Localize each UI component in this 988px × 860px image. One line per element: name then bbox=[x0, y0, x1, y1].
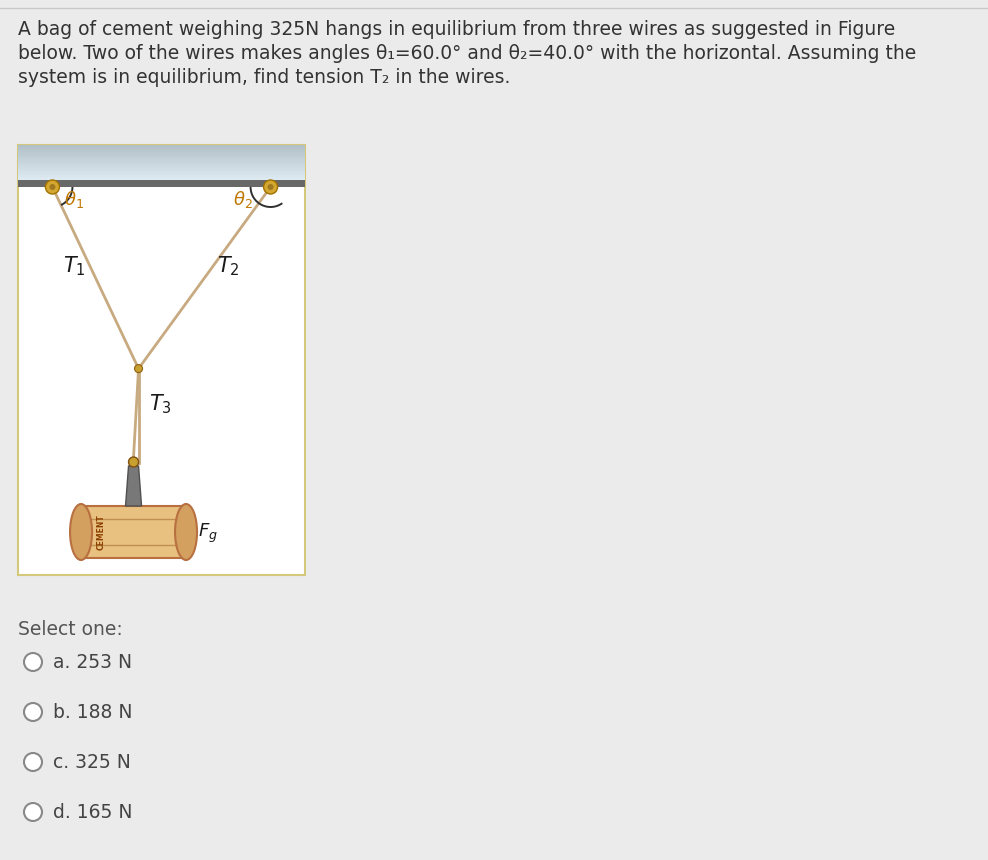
Bar bbox=[18, 161, 305, 163]
Circle shape bbox=[24, 803, 42, 821]
Text: $T_1$: $T_1$ bbox=[63, 255, 86, 279]
Text: d. 165 N: d. 165 N bbox=[53, 802, 132, 821]
Bar bbox=[18, 180, 305, 187]
Circle shape bbox=[128, 457, 138, 467]
Polygon shape bbox=[125, 466, 141, 506]
Bar bbox=[18, 168, 305, 169]
Text: c. 325 N: c. 325 N bbox=[53, 752, 130, 771]
Bar bbox=[18, 178, 305, 180]
Bar bbox=[18, 145, 305, 575]
Text: $\theta_1$: $\theta_1$ bbox=[64, 189, 84, 210]
Bar bbox=[18, 154, 305, 156]
Circle shape bbox=[134, 365, 142, 372]
Text: b. 188 N: b. 188 N bbox=[53, 703, 132, 722]
Bar bbox=[18, 166, 305, 168]
Ellipse shape bbox=[70, 504, 92, 560]
Text: $T_2$: $T_2$ bbox=[216, 255, 239, 279]
Circle shape bbox=[268, 184, 274, 190]
Text: below. Two of the wires makes angles θ₁=60.0° and θ₂=40.0° with the horizontal. : below. Two of the wires makes angles θ₁=… bbox=[18, 44, 916, 63]
Bar bbox=[18, 145, 305, 147]
Bar bbox=[18, 164, 305, 166]
Ellipse shape bbox=[175, 504, 197, 560]
Text: A bag of cement weighing 325N hangs in equilibrium from three wires as suggested: A bag of cement weighing 325N hangs in e… bbox=[18, 20, 895, 39]
Bar bbox=[18, 152, 305, 154]
Bar bbox=[18, 157, 305, 159]
Bar bbox=[81, 506, 186, 558]
Circle shape bbox=[24, 753, 42, 771]
Circle shape bbox=[24, 703, 42, 721]
Text: system is in equilibrium, find tension T₂ in the wires.: system is in equilibrium, find tension T… bbox=[18, 68, 511, 87]
Bar bbox=[18, 163, 305, 164]
Bar bbox=[18, 169, 305, 171]
Text: CEMENT: CEMENT bbox=[97, 514, 106, 550]
Circle shape bbox=[24, 653, 42, 671]
Bar bbox=[18, 173, 305, 175]
Circle shape bbox=[264, 180, 278, 194]
Bar bbox=[18, 159, 305, 161]
Bar bbox=[18, 171, 305, 173]
Text: $F_g$: $F_g$ bbox=[198, 522, 218, 545]
Bar bbox=[18, 176, 305, 178]
Bar bbox=[18, 175, 305, 176]
Circle shape bbox=[45, 180, 59, 194]
Text: $T_3$: $T_3$ bbox=[148, 392, 171, 415]
Text: Select one:: Select one: bbox=[18, 620, 123, 639]
Bar bbox=[18, 156, 305, 157]
Bar bbox=[18, 149, 305, 150]
Bar bbox=[18, 150, 305, 152]
Text: $\theta_2$: $\theta_2$ bbox=[232, 189, 252, 210]
Text: a. 253 N: a. 253 N bbox=[53, 653, 132, 672]
Bar bbox=[18, 147, 305, 149]
Circle shape bbox=[49, 184, 55, 190]
